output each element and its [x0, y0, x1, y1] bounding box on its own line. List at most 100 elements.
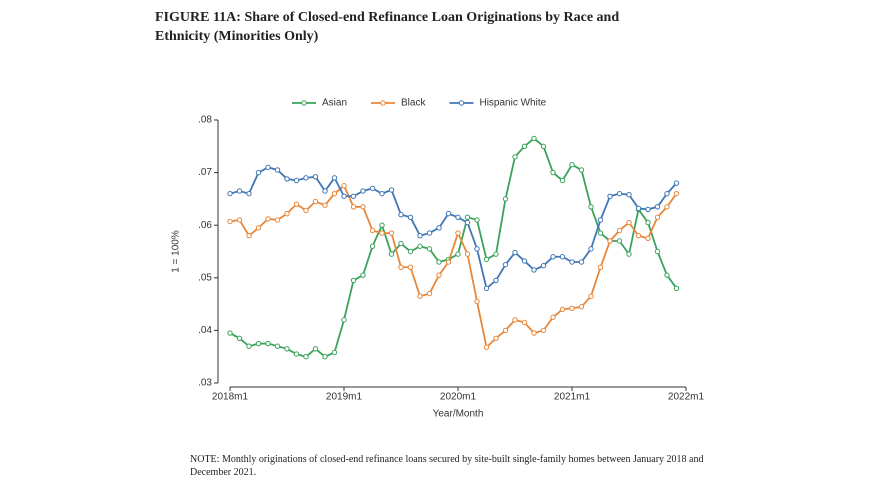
data-point: [673, 190, 680, 197]
data-point: [350, 277, 357, 284]
data-point: [673, 180, 680, 186]
data-point: [407, 214, 414, 221]
data-point: [369, 227, 376, 234]
y-tick-label: .03: [198, 378, 212, 389]
data-point: [626, 191, 632, 198]
data-point: [588, 293, 594, 299]
data-point: [531, 135, 537, 142]
data-point: [274, 217, 281, 223]
data-point: [531, 330, 537, 336]
data-point: [360, 188, 366, 194]
data-point: [455, 251, 461, 257]
data-point: [255, 340, 262, 347]
x-axis-label: Year/Month: [433, 409, 484, 420]
data-point: [236, 217, 243, 223]
data-point: [436, 259, 442, 265]
data-point: [616, 227, 623, 234]
data-point: [635, 205, 642, 212]
data-point: [417, 293, 423, 299]
data-point: [455, 230, 461, 236]
data-point: [626, 219, 632, 226]
data-point: [417, 243, 423, 249]
x-tick-label: 2020m1: [440, 392, 477, 403]
data-point: [274, 167, 281, 173]
data-point: [303, 354, 309, 360]
data-point: [483, 285, 490, 292]
data-point: [578, 259, 585, 265]
data-point: [483, 256, 490, 263]
data-point: [645, 206, 651, 213]
y-tick-label: .05: [198, 272, 212, 283]
data-point: [455, 214, 461, 221]
data-point: [293, 201, 300, 207]
data-point: [331, 190, 338, 197]
data-point: [540, 263, 547, 269]
series-line: [229, 166, 678, 290]
data-point: [255, 225, 262, 231]
x-tick-label: 2019m1: [326, 392, 363, 403]
legend-marker: [380, 100, 386, 106]
data-point: [483, 344, 490, 350]
data-point: [569, 162, 575, 168]
data-point: [521, 319, 528, 326]
data-point: [236, 335, 243, 341]
data-point: [569, 305, 575, 312]
x-tick-label: 2021m1: [554, 392, 591, 403]
data-point: [255, 169, 262, 176]
note: NOTE: Monthly originations of closed-end…: [190, 454, 704, 478]
data-point: [227, 190, 233, 197]
data-point: [607, 238, 613, 244]
data-point: [350, 193, 357, 199]
data-point: [654, 204, 661, 210]
data-point: [388, 230, 395, 236]
data-point: [407, 248, 414, 255]
x-tick-label: 2022m1: [668, 392, 705, 403]
y-axis-label: 1 = 100%: [171, 230, 182, 273]
data-point: [493, 277, 499, 284]
data-point: [265, 164, 271, 171]
data-point: [521, 258, 528, 264]
data-point: [474, 246, 480, 252]
data-point: [664, 204, 670, 210]
data-point: [597, 230, 604, 236]
data-point: [512, 317, 518, 323]
y-tick-label: .06: [198, 220, 212, 231]
data-point: [246, 233, 252, 239]
legend-label: Black: [401, 98, 426, 109]
data-point: [312, 346, 319, 352]
data-point: [369, 185, 376, 192]
series-line: [229, 184, 678, 349]
data-point: [550, 169, 556, 176]
data-point: [540, 143, 547, 150]
data-point: [284, 346, 290, 352]
data-point: [502, 261, 509, 268]
legend-marker: [301, 100, 307, 106]
data-point: [398, 240, 404, 247]
data-point: [312, 198, 319, 205]
data-point: [474, 217, 480, 223]
data-point: [331, 349, 338, 356]
data-point: [303, 207, 309, 214]
data-point: [322, 202, 328, 208]
data-point: [588, 204, 594, 210]
data-point: [236, 188, 243, 194]
data-point: [426, 230, 433, 236]
data-point: [464, 214, 471, 221]
data-point: [540, 327, 547, 334]
data-point: [474, 298, 480, 305]
data-point: [550, 314, 556, 320]
data-point: [322, 188, 328, 194]
data-point: [559, 306, 566, 313]
y-tick-label: .04: [198, 325, 212, 336]
legend-marker: [458, 100, 465, 106]
data-point: [578, 304, 585, 310]
data-point: [588, 246, 594, 252]
data-point: [512, 154, 518, 160]
y-tick-label: .07: [198, 167, 212, 178]
legend-label: Hispanic White: [479, 98, 546, 109]
data-point: [417, 233, 423, 239]
data-point: [645, 219, 651, 226]
data-point: [531, 267, 537, 273]
